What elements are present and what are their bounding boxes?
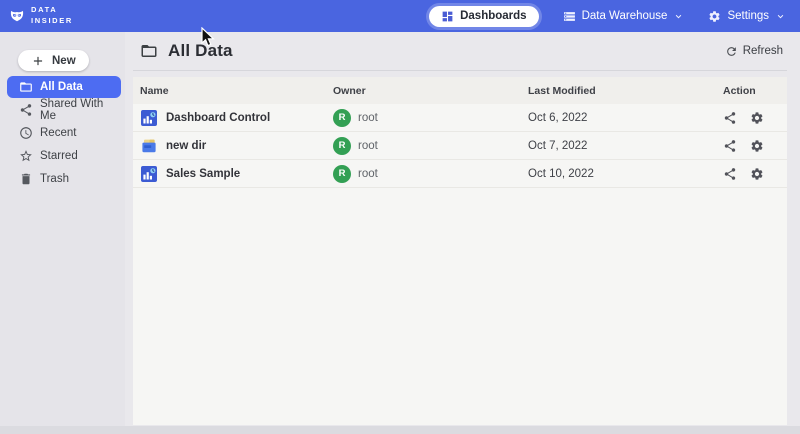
- column-header-last-modified: Last Modified: [528, 84, 596, 97]
- refresh-icon: [725, 45, 738, 58]
- share-button[interactable]: [723, 167, 737, 181]
- chevron-down-icon: [775, 11, 786, 22]
- share-button[interactable]: [723, 111, 737, 125]
- dashboards-label: Dashboards: [460, 10, 527, 22]
- file-name: Dashboard Control: [166, 111, 271, 124]
- table-row[interactable]: Sales Sample R root Oct 10, 2022: [133, 160, 787, 188]
- top-header: DATA INSIDER Dashboards Data Warehouse S…: [0, 0, 800, 32]
- last-modified: Oct 7, 2022: [528, 139, 588, 152]
- clock-icon: [19, 126, 33, 140]
- file-name: Sales Sample: [166, 167, 241, 180]
- dashboard-icon: [441, 10, 454, 23]
- sidebar-item-trash[interactable]: Trash: [7, 168, 121, 190]
- file-icon: [140, 137, 158, 155]
- table-body: Dashboard Control R root Oct 6, 2022 new…: [133, 104, 787, 188]
- share-people-icon: [19, 103, 33, 117]
- sidebar: New All Data Shared With Me Recent Starr…: [0, 32, 125, 426]
- file-name: new dir: [166, 139, 207, 152]
- share-button[interactable]: [723, 139, 737, 153]
- chevron-down-icon: [673, 11, 684, 22]
- sidebar-item-recent[interactable]: Recent: [7, 122, 121, 144]
- sidebar-item-starred[interactable]: Starred: [7, 145, 121, 167]
- gear-icon: [708, 10, 721, 23]
- header-nav: Dashboards Data Warehouse Settings: [429, 5, 786, 27]
- last-modified: Oct 10, 2022: [528, 167, 594, 180]
- main-area: All Data Refresh Name Owner Last Modified A…: [125, 32, 800, 426]
- sidebar-item-label: Trash: [40, 173, 69, 185]
- action-cell: [723, 111, 787, 125]
- owner-cell: R root: [333, 108, 528, 127]
- sidebar-nav: All Data Shared With Me Recent Starred T…: [0, 76, 125, 190]
- folder-icon: [140, 42, 158, 60]
- dashboards-button[interactable]: Dashboards: [429, 5, 539, 27]
- sidebar-item-label: All Data: [40, 81, 83, 93]
- owner-cell: R root: [333, 136, 528, 155]
- folder-icon: [19, 80, 33, 94]
- logo-line-2: INSIDER: [31, 16, 73, 25]
- logo[interactable]: DATA INSIDER: [10, 5, 73, 27]
- owner-name: root: [358, 111, 378, 124]
- owner-cell: R root: [333, 164, 528, 183]
- row-settings-button[interactable]: [750, 139, 764, 153]
- sidebar-item-all-data[interactable]: All Data: [7, 76, 121, 98]
- data-warehouse-label: Data Warehouse: [581, 10, 668, 22]
- bottom-edge: [0, 426, 800, 434]
- table-header-row: Name Owner Last Modified Action: [133, 77, 787, 104]
- refresh-label: Refresh: [742, 45, 783, 57]
- database-icon: [563, 10, 576, 23]
- data-warehouse-menu[interactable]: Data Warehouse: [563, 10, 685, 23]
- data-table: Name Owner Last Modified Action Dashboard C…: [133, 77, 787, 425]
- title-wrap: All Data: [140, 41, 233, 61]
- file-icon: [140, 165, 158, 183]
- action-cell: [723, 167, 787, 181]
- owner-name: root: [358, 139, 378, 152]
- page-title: All Data: [168, 41, 233, 60]
- column-header-action: Action: [723, 84, 756, 97]
- refresh-button[interactable]: Refresh: [725, 45, 783, 58]
- new-button[interactable]: New: [18, 50, 89, 71]
- page-header: All Data Refresh: [133, 32, 787, 71]
- last-modified: Oct 6, 2022: [528, 111, 588, 124]
- sidebar-item-shared-with-me[interactable]: Shared With Me: [7, 98, 121, 122]
- content-area: New All Data Shared With Me Recent Starr…: [0, 32, 800, 426]
- star-icon: [19, 149, 33, 163]
- sidebar-item-label: Starred: [40, 150, 78, 162]
- name-cell: Dashboard Control: [133, 109, 333, 127]
- avatar: R: [333, 108, 351, 127]
- sidebar-item-label: Shared With Me: [40, 98, 104, 122]
- row-settings-button[interactable]: [750, 167, 764, 181]
- table-row[interactable]: new dir R root Oct 7, 2022: [133, 132, 787, 160]
- avatar: R: [333, 136, 351, 155]
- action-cell: [723, 139, 787, 153]
- file-icon: [140, 109, 158, 127]
- table-row[interactable]: Dashboard Control R root Oct 6, 2022: [133, 104, 787, 132]
- column-header-name: Name: [140, 84, 169, 97]
- new-button-label: New: [52, 54, 76, 67]
- trash-icon: [19, 172, 33, 186]
- column-header-owner: Owner: [333, 84, 366, 97]
- sidebar-item-label: Recent: [40, 127, 77, 139]
- share-icon: [723, 167, 737, 181]
- settings-label: Settings: [727, 10, 769, 22]
- name-cell: new dir: [133, 137, 333, 155]
- logo-text: DATA INSIDER: [31, 5, 73, 27]
- name-cell: Sales Sample: [133, 165, 333, 183]
- gear-icon: [750, 139, 764, 153]
- gear-icon: [750, 111, 764, 125]
- owl-logo-icon: [10, 9, 24, 23]
- logo-line-1: DATA: [31, 5, 58, 15]
- share-icon: [723, 111, 737, 125]
- share-icon: [723, 139, 737, 153]
- settings-menu[interactable]: Settings: [708, 10, 786, 23]
- plus-icon: [31, 54, 45, 68]
- owner-name: root: [358, 167, 378, 180]
- mouse-cursor: [201, 27, 215, 47]
- avatar: R: [333, 164, 351, 183]
- gear-icon: [750, 167, 764, 181]
- row-settings-button[interactable]: [750, 111, 764, 125]
